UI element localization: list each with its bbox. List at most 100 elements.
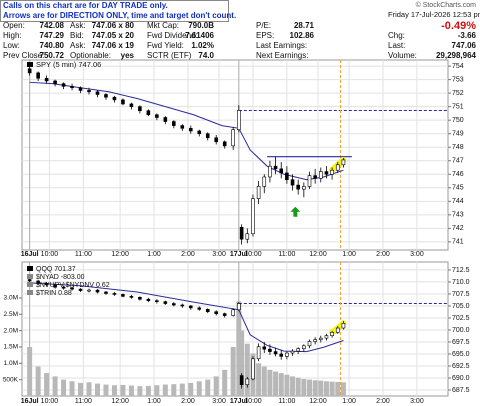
volume-bar xyxy=(94,383,100,396)
quote-value: 747.06 xyxy=(452,41,477,50)
volume-bar xyxy=(244,343,250,396)
y-tick-label: 687.5 xyxy=(452,387,470,394)
volume-bar xyxy=(61,379,67,396)
x-tick-label: 10:00 xyxy=(41,398,59,405)
quote-label: Bid: xyxy=(70,31,84,40)
candle-body xyxy=(285,172,289,180)
x-tick-label: 2:00 xyxy=(181,251,195,258)
volume-bar xyxy=(137,386,143,396)
quote-value: 740.80 xyxy=(40,41,65,50)
candle-body xyxy=(27,68,32,74)
candle-body xyxy=(341,323,346,329)
x-tick-label: 3:00 xyxy=(410,251,424,258)
candle-body xyxy=(251,198,255,235)
candle-body xyxy=(95,91,100,95)
x-tick-label: 11:00 xyxy=(75,251,92,258)
candle-body xyxy=(138,297,142,300)
volume-bar xyxy=(188,382,194,396)
candle-body xyxy=(163,301,168,304)
volume-bar xyxy=(196,381,202,396)
legend-label: $TRIN 0.88 xyxy=(36,290,72,297)
quote-value: 747.05 x 20 xyxy=(92,31,135,40)
candle-body xyxy=(222,141,227,147)
volume-tick-label: 3.0M xyxy=(4,295,18,302)
candle-body xyxy=(78,288,83,291)
quote-value: 747.29 xyxy=(40,31,65,40)
candle-body xyxy=(129,296,134,298)
candle-body xyxy=(296,184,300,190)
candle-body xyxy=(70,86,74,89)
x-tick-label: 1:00 xyxy=(342,398,356,405)
volume-bar xyxy=(145,385,151,396)
candle-body xyxy=(53,284,57,288)
legend-label: $NYUPV:$NYDNV 0.62 xyxy=(36,282,110,289)
candle-body xyxy=(296,348,300,352)
candle-body xyxy=(273,351,278,355)
volume-bar xyxy=(329,381,335,396)
quote-value: yes xyxy=(121,51,135,60)
volume-bar xyxy=(103,384,109,396)
quote-label: Chg: xyxy=(388,31,405,40)
candle-body xyxy=(188,305,193,309)
x-tick-label: 1:00 xyxy=(342,251,356,258)
candle-body xyxy=(112,96,117,101)
candle-body xyxy=(341,159,346,166)
candle-body xyxy=(138,106,142,112)
y-tick-label: 700.0 xyxy=(452,327,470,334)
volume-tick-label: 1.0M xyxy=(4,360,18,367)
volume-bar xyxy=(261,366,267,396)
quote-label: Fwd Yield: xyxy=(147,41,184,50)
candle-body xyxy=(214,311,219,314)
x-tick-label: 3:00 xyxy=(410,398,424,405)
x-tick-label: 1:00 xyxy=(147,251,161,258)
candle-body xyxy=(197,307,202,310)
legend-swatch xyxy=(27,266,33,271)
volume-bar xyxy=(323,381,329,396)
volume-bar xyxy=(222,369,228,396)
candle-body xyxy=(262,346,267,350)
y-tick-label: 749 xyxy=(452,131,464,138)
quote-value: 29,298,964 xyxy=(436,51,477,60)
candle-body xyxy=(245,378,250,386)
volume-bar xyxy=(205,379,211,396)
y-tick-label: 745 xyxy=(452,185,464,192)
candle-body xyxy=(214,137,219,143)
volume-bar xyxy=(278,373,284,396)
candle-body xyxy=(121,99,125,105)
x-tick-label: 12:00 xyxy=(111,398,129,405)
y-tick-label: 752 xyxy=(452,90,464,97)
legend-label: $NYAD -803.00 xyxy=(36,274,85,281)
volume-tick-label: 2.0M xyxy=(4,327,18,334)
candle-body xyxy=(61,83,66,87)
volume-bar xyxy=(318,380,324,396)
candle-body xyxy=(268,165,272,178)
y-tick-label: 702.5 xyxy=(452,315,470,322)
x-tick-label: 10:00 xyxy=(41,251,59,258)
candle-body xyxy=(87,289,91,292)
y-tick-label: 746 xyxy=(452,171,464,178)
candle-body xyxy=(262,176,267,187)
y-tick-label: 705.0 xyxy=(452,303,470,310)
y-tick-label: 742 xyxy=(452,225,464,232)
candle-body xyxy=(61,286,66,289)
quote-value: 790.0B xyxy=(188,21,214,30)
quote-label: Prev Close: xyxy=(3,51,44,60)
candle-body xyxy=(78,87,83,91)
y-tick-label: 690.0 xyxy=(452,375,470,382)
x-tick-label: 10:00 xyxy=(244,251,262,258)
quote-label: SCTR (ETF) xyxy=(147,51,192,60)
volume-bar xyxy=(179,383,185,396)
candle-body xyxy=(104,291,108,294)
volume-bar xyxy=(301,379,307,396)
quote-value: 28.71 xyxy=(294,21,315,30)
candle-body xyxy=(290,179,295,186)
candle-body xyxy=(335,327,340,333)
candle-body xyxy=(87,90,91,93)
volume-bar xyxy=(35,366,41,396)
notice-line: Arrows are for DIRECTION ONLY, time and … xyxy=(3,11,236,20)
candle-body xyxy=(251,358,255,380)
x-tick-label: 17Jul xyxy=(230,398,248,405)
volume-bar xyxy=(52,376,58,396)
volume-bar xyxy=(256,363,262,396)
candle-body xyxy=(313,339,317,342)
